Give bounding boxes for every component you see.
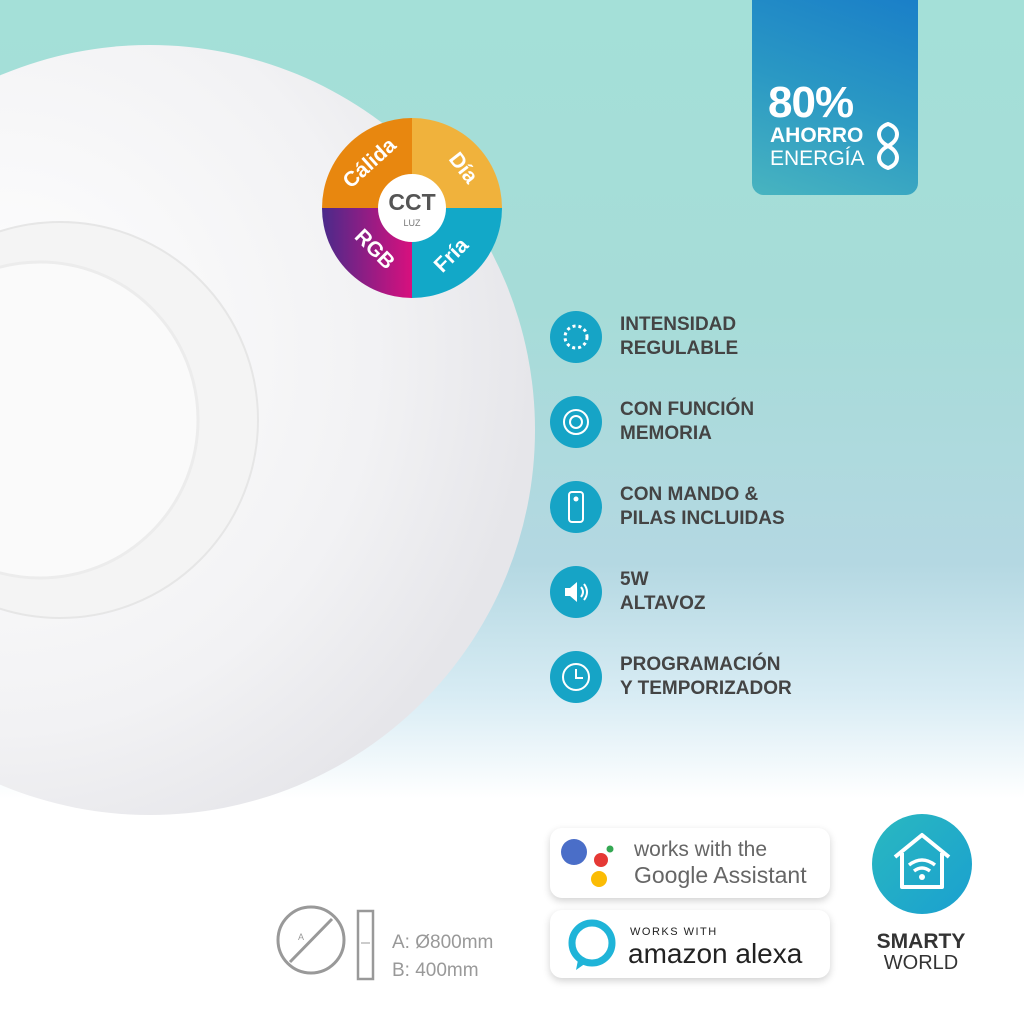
amazon-alexa-badge: WORKS WITH amazon alexa <box>550 910 830 978</box>
google-line2: Google Assistant <box>634 862 807 888</box>
dimmer-icon <box>550 311 602 363</box>
svg-text:A: A <box>298 932 304 942</box>
brand-name: SMARTY WORLD <box>876 930 966 974</box>
savings-percent: 80% <box>768 78 854 127</box>
leaf-icon <box>877 122 899 170</box>
dimensions-text: A: Ø800mm B: 400mm <box>392 929 493 985</box>
savings-line1: AHORRO <box>770 124 864 147</box>
speaker-icon <box>550 566 602 618</box>
smarty-world-logo-icon <box>872 814 972 914</box>
alexa-line2: amazon alexa <box>628 938 803 969</box>
savings-line2: ENERGÍA <box>770 147 865 170</box>
feature-memory: CON FUNCIÓN MEMORIA <box>550 396 990 448</box>
cct-sub: LUZ <box>403 218 421 228</box>
google-line1: works with the <box>634 838 768 861</box>
feature-speaker: 5W ALTAVOZ <box>550 566 990 618</box>
lamp-center <box>0 260 200 580</box>
remote-icon <box>550 481 602 533</box>
google-assistant-badge: works with the Google Assistant <box>550 828 830 898</box>
alexa-icon <box>568 919 616 970</box>
feature-timer: PROGRAMACIÓN Y TEMPORIZADOR <box>550 651 990 703</box>
alexa-line1: WORKS WITH <box>630 926 718 938</box>
dimension-diagram: A <box>276 905 375 981</box>
cct-wheel: CCT LUZ Cálida Día Fría RGB <box>322 118 502 298</box>
feature-dimmable: INTENSIDAD REGULABLE <box>550 311 990 363</box>
memory-icon <box>550 396 602 448</box>
clock-icon <box>550 651 602 703</box>
feature-remote: CON MANDO & PILAS INCLUIDAS <box>550 481 990 533</box>
dimension-a: A: Ø800mm <box>392 932 494 953</box>
energy-savings-badge: 80% AHORRO ENERGÍA <box>752 0 918 195</box>
cct-title: CCT <box>388 189 435 215</box>
google-assistant-icon <box>561 839 614 887</box>
dimension-b: B: 400mm <box>392 960 479 981</box>
